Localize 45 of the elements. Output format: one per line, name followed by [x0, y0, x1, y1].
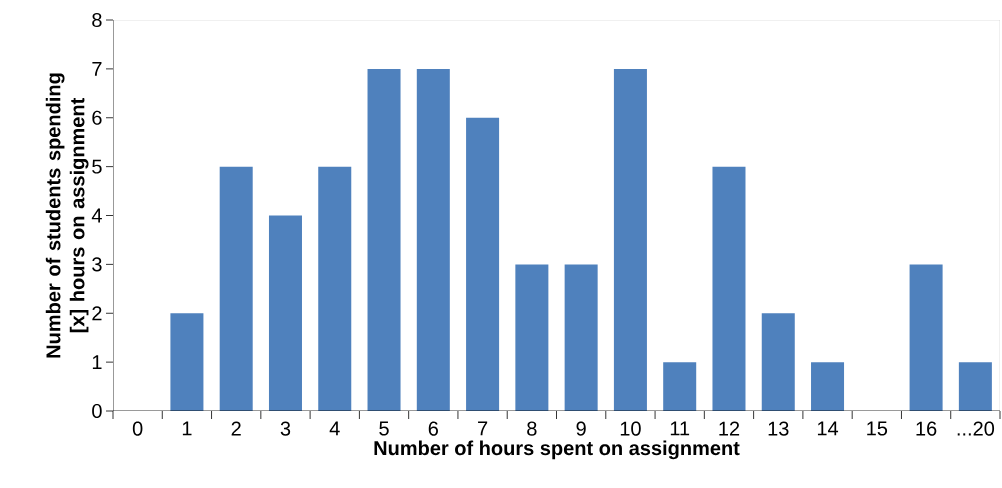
bar [318, 166, 352, 411]
x-tick-label: 14 [817, 421, 839, 436]
x-tick-label: 2 [231, 421, 241, 436]
x-axis-title: Number of hours spent on assignment [374, 440, 740, 460]
x-tick-label: 6 [428, 421, 438, 436]
bar [170, 313, 204, 411]
bar [515, 264, 549, 411]
x-tick-label: 4 [329, 421, 340, 436]
y-tick-label: 4 [91, 208, 102, 223]
bar [712, 166, 746, 411]
y-tick-label: 5 [92, 159, 102, 174]
x-tick-label: 7 [478, 421, 488, 436]
x-tick-label: 12 [719, 421, 740, 436]
bar [811, 362, 845, 411]
y-tick-label: 6 [92, 110, 102, 125]
bar [367, 68, 401, 411]
x-tick-label: 13 [768, 421, 789, 436]
bar [219, 166, 253, 411]
x-tick-label: 15 [867, 421, 888, 436]
x-tick-label: 1 [182, 421, 192, 436]
x-tick-label: 0 [132, 421, 143, 436]
x-tick-label: 10 [620, 421, 641, 436]
bar [613, 68, 647, 411]
y-tick-label: 8 [92, 12, 102, 28]
bar [268, 215, 302, 411]
bar [663, 362, 697, 411]
y-tick-label: 0 [92, 403, 102, 419]
bar [761, 313, 795, 411]
y-tick-label: 3 [92, 257, 102, 272]
x-tick-label: 11 [670, 421, 690, 436]
x-tick-label: 9 [576, 421, 586, 436]
y-axis-title: Number of students spending [x] hours on assignment [45, 73, 89, 358]
x-tick-label: 3 [280, 421, 291, 436]
bar [564, 264, 598, 411]
bar [466, 117, 500, 411]
bar [909, 264, 943, 411]
x-tick-label: 5 [379, 421, 389, 436]
y-tick-label: 2 [92, 306, 102, 321]
bar [958, 362, 992, 411]
y-tick-label: 7 [92, 61, 102, 76]
x-tick-label: 8 [527, 421, 537, 436]
bar [416, 68, 450, 411]
x-tick-label: ...20 [957, 421, 995, 436]
y-tick-label: 1 [92, 355, 102, 370]
x-tick-label: 16 [916, 421, 937, 436]
